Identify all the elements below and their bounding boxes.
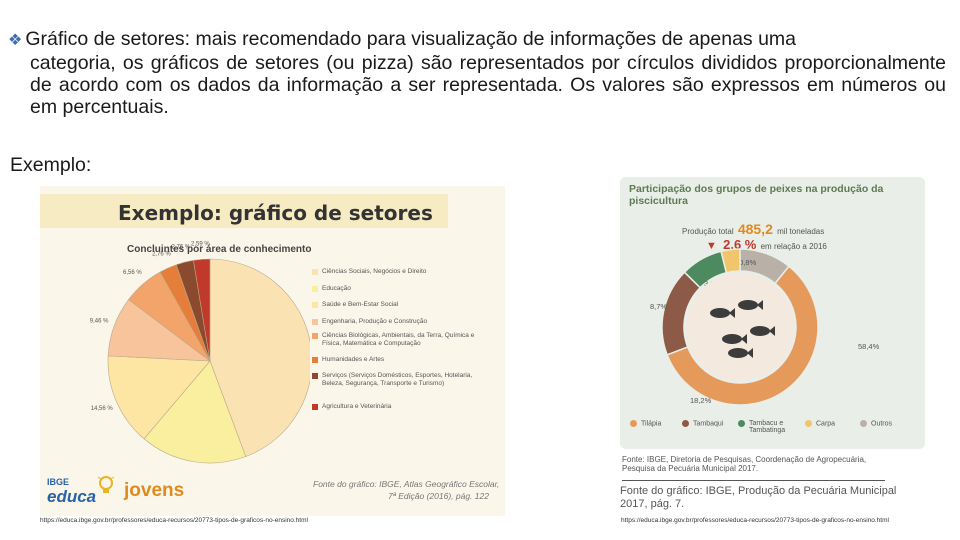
legend-item: Tilápia [630, 420, 661, 427]
chart-source: Fonte: IBGE, Diretoria de Pesquisas, Coo… [622, 455, 922, 473]
source-line-1: Fonte do gráfico: IBGE, Atlas Geográfico… [313, 479, 500, 489]
legend-label: Humanidades e Artes [322, 356, 385, 363]
source-url-right[interactable]: https://educa.ibge.gov.br/professores/ed… [621, 517, 889, 524]
example-image-ibge-pie: Exemplo: gráfico de setores Concluintes … [40, 186, 505, 516]
slice-label: 2,76 % [171, 245, 190, 251]
slice-label: 2,59 % [191, 241, 210, 247]
caption-line-1: Fonte do gráfico: IBGE, Produção da Pecu… [620, 485, 897, 497]
legend-swatch [312, 404, 318, 410]
example-image-fish-pie: Participação dos grupos de peixes na pro… [620, 177, 925, 449]
legend-label: Ciências Sociais, Negócios e Direito [322, 268, 427, 275]
caption-line-2: 2017, pág. 7. [620, 498, 685, 510]
card-title: Exemplo: gráfico de setores [118, 201, 433, 225]
legend-dot [738, 420, 745, 427]
fish-icon [738, 300, 763, 310]
paragraph-line-1: Gráfico de setores: mais recomendado par… [25, 28, 797, 50]
legend-item: Carpa [805, 420, 835, 427]
donut-chart-fish: 10,8%58,4%18,2%8,7%3,9% [650, 248, 880, 406]
legend-label: Carpa [816, 420, 836, 428]
slice-label: 9,46 % [90, 319, 109, 325]
slice-label: 58,4% [858, 342, 880, 351]
pie-slice [193, 258, 211, 362]
pie-slice [107, 355, 211, 440]
legend-label: Serviços (Serviços Domésticos, Esportes,… [322, 372, 473, 387]
slice-label: 14,56 % [91, 406, 114, 412]
variation: ▼ 2,6 % em relação a 2016 [706, 237, 827, 252]
legend-label: Agricultura e Veterinária [322, 403, 392, 410]
chart-subtitle: Concluintes por área de conhecimento [127, 244, 312, 255]
legend-dot [805, 420, 812, 427]
pie-slice [143, 360, 247, 464]
title-band: Exemplo: gráfico de setores [40, 194, 448, 228]
legend-label: Tilápia [641, 420, 662, 428]
chart-caption: Fonte do gráfico: IBGE, Produção da Pecu… [620, 485, 896, 511]
educa-logo: educa [47, 487, 97, 506]
legend-item: Tambaqui [682, 420, 723, 427]
legend-swatch [312, 302, 318, 308]
donut-slice [666, 265, 819, 406]
legend-dot [630, 420, 637, 427]
donut-slice [720, 248, 741, 274]
ibge-logo-top: IBGE [47, 477, 70, 487]
down-arrow-icon: ▼ [706, 240, 717, 252]
legend-label: Educação [322, 285, 351, 292]
legend-swatch [312, 286, 318, 292]
legend-swatch [312, 333, 318, 339]
slice-label: 8,7% [650, 302, 667, 311]
fish-icon [728, 348, 753, 358]
fish-icon [722, 334, 747, 344]
pie-slice [209, 258, 310, 457]
legend-label: Outros [871, 420, 893, 428]
legend-label: Tambacu e Tambatinga [749, 420, 786, 434]
fish-icon [750, 326, 775, 336]
legend-dot [682, 420, 689, 427]
legend-label: Tambaqui [693, 420, 724, 428]
chart-source: Fonte do gráfico: IBGE, Atlas Geográfico… [313, 478, 499, 502]
production-value: 485,2 [737, 221, 773, 237]
legend-label: Ciências Biológicas, Ambientais, da Terr… [322, 332, 475, 347]
legend-label: Engenharia, Produção e Construção [322, 318, 428, 325]
legend-swatch [312, 357, 318, 363]
legend-dot [860, 420, 867, 427]
variation-value: 2,6 % [723, 237, 757, 252]
production-unit: mil toneladas [777, 227, 825, 236]
divider [622, 480, 885, 481]
lightbulb-icon [98, 476, 114, 493]
diamond-bullet-icon: ❖ [8, 32, 23, 49]
donut-center [686, 273, 794, 381]
source-line-1: Fonte: IBGE, Diretoria de Pesquisas, Coo… [622, 455, 867, 464]
pie-chart-areas: 44,17 %16,85 %14,56 %9,46 %6,56 %2,76 %2… [90, 241, 310, 481]
fish-icon [710, 308, 735, 318]
slice-label: 2,76 % [152, 251, 171, 257]
production-label: Produção total [682, 227, 734, 236]
source-url-left[interactable]: https://educa.ibge.gov.br/professores/ed… [40, 517, 308, 524]
card-footer: IBGE educa jovens Fonte do gráfico: IBGE… [40, 470, 505, 516]
production-total: Produção total 485,2 mil toneladas [682, 221, 824, 237]
exemplo-label: Exemplo: [10, 154, 92, 176]
jovens-brand: jovens [124, 480, 185, 501]
source-line-2: Pesquisa da Pecuária Municipal 2017. [622, 464, 759, 473]
description-paragraph: ❖ Gráfico de setores: mais recomendado pa… [8, 28, 946, 118]
paragraph-rest: categoria, os gráficos de setores (ou pi… [30, 52, 946, 118]
source-line-2: 7ª Edição (2016), pág. 122 [388, 491, 489, 501]
legend-swatch [312, 373, 318, 379]
legend-swatch [312, 319, 318, 325]
variation-label: em relação a 2016 [760, 242, 827, 251]
slice-label: 6,56 % [123, 270, 142, 276]
card-title: Participação dos grupos de peixes na pro… [629, 183, 884, 207]
legend-item: Tambacu e Tambatinga [738, 420, 804, 434]
legend-swatch [312, 269, 318, 275]
slice-label: 10,8% [735, 258, 757, 267]
legend-item: Outros [860, 420, 892, 427]
slice-label: 18,2% [690, 396, 712, 405]
legend-label: Saúde e Bem-Estar Social [322, 301, 399, 308]
